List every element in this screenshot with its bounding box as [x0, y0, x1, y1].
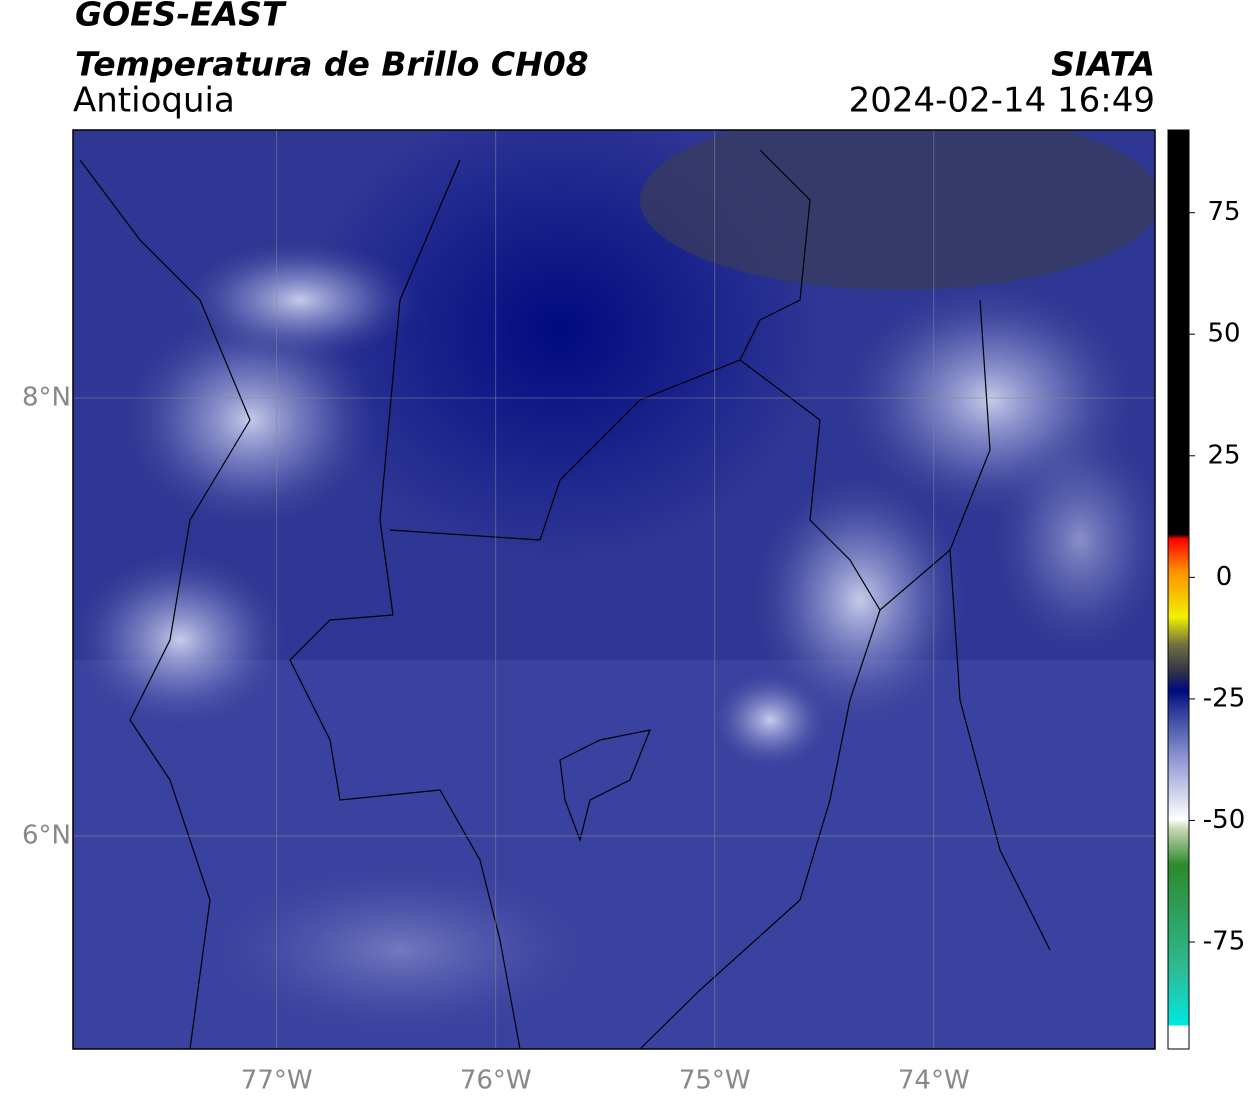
colorbar [1167, 129, 1190, 1050]
colorbar-tick-label: -75 [1203, 927, 1245, 957]
agency: SIATA [1051, 45, 1155, 84]
colorbar-tick-label: -50 [1203, 805, 1245, 835]
lon-tick-label: 77°W [241, 1066, 313, 1096]
colorbar-tick-label: 25 [1207, 440, 1240, 470]
cloud [73, 550, 290, 730]
warm-area [640, 130, 1155, 290]
subtitle: Temperatura de Brillo CH08 [75, 45, 589, 84]
lat-tick-label: 8°N [22, 383, 71, 413]
cloud [750, 470, 970, 730]
lon-tick-label: 74°W [898, 1066, 970, 1096]
colorbar-tick-label: -25 [1203, 683, 1245, 713]
colorbar-tick-label: 50 [1207, 319, 1240, 349]
boundary [559, 729, 651, 843]
lon-tick-label: 75°W [679, 1066, 751, 1096]
cloud [990, 420, 1155, 660]
lon-tick-label: 76°W [460, 1066, 532, 1096]
lat-tick-label: 6°N [22, 820, 71, 850]
colorbar-tick-label: 0 [1216, 562, 1233, 592]
map-frame [72, 129, 1156, 1050]
map [73, 130, 1155, 1049]
colorbar-tick-label: 75 [1207, 197, 1240, 227]
region: Antioquia [73, 81, 235, 121]
coastline [79, 159, 251, 1049]
grid [73, 130, 1155, 1049]
datetime: 2024-02-14 16:49 [849, 81, 1155, 121]
cloud [710, 670, 830, 770]
cloud [180, 240, 420, 360]
boundary [289, 149, 1051, 1049]
cloud [200, 860, 600, 1040]
title: GOES-EAST [75, 0, 287, 34]
